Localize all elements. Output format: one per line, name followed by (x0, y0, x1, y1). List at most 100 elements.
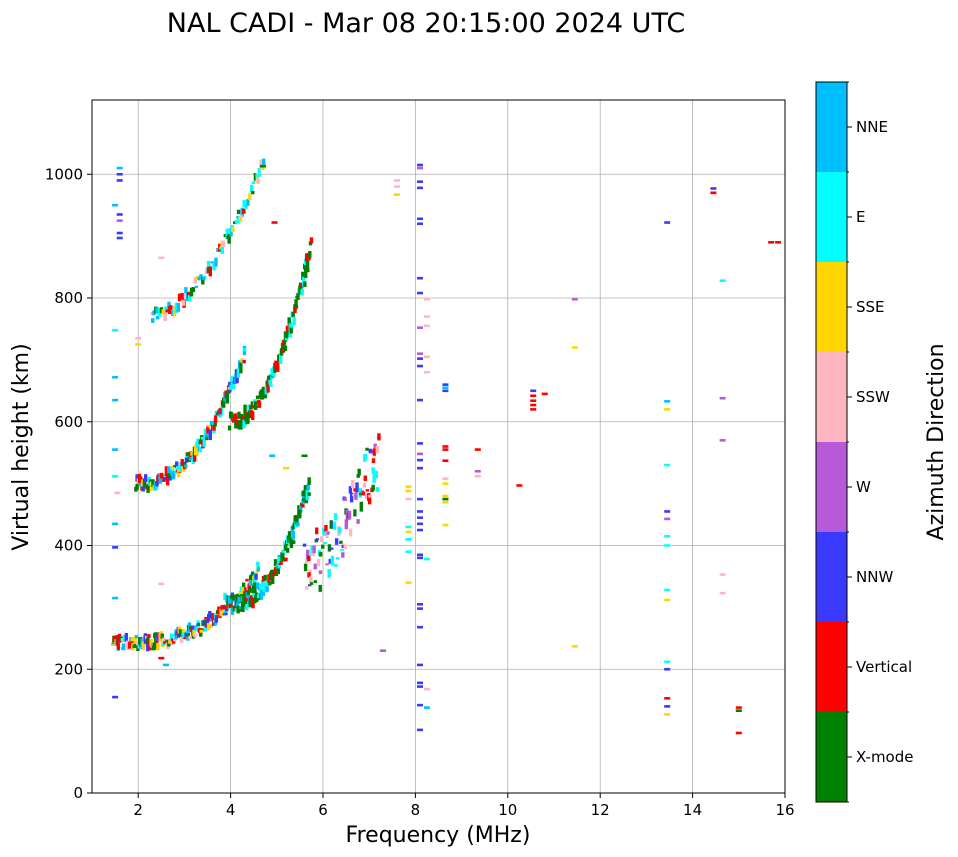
echo-point (284, 333, 289, 339)
echo-point (240, 358, 244, 363)
echo-point (159, 472, 164, 479)
echo-point (327, 569, 331, 578)
echo-point (291, 531, 295, 540)
colorbar-segment (816, 82, 847, 172)
echo-point (242, 591, 247, 600)
echo-point (121, 643, 126, 651)
echo-point (242, 208, 246, 214)
echo-point (276, 565, 281, 575)
echo-point (168, 475, 172, 481)
echo-point (135, 474, 139, 482)
echo-point (151, 479, 155, 488)
echo-point (226, 601, 230, 606)
echo-point (257, 168, 261, 174)
echo-point (286, 536, 291, 544)
x-tick-label: 6 (318, 801, 328, 819)
y-tick-label: 400 (54, 537, 83, 555)
echo-point (202, 436, 206, 447)
echo-point (252, 591, 256, 597)
echo-point (361, 491, 366, 496)
echo-point (243, 596, 247, 603)
echo-point (229, 412, 234, 418)
echo-point (214, 612, 219, 617)
echo-point (163, 477, 167, 481)
echo-point (417, 364, 424, 368)
echo-point (238, 215, 243, 222)
echo-point (249, 184, 254, 193)
echo-point (181, 466, 186, 472)
echo-point (237, 596, 241, 603)
echo-point (116, 219, 123, 222)
echo-point (222, 397, 226, 408)
echo-point (141, 484, 145, 492)
echo-point (294, 514, 298, 519)
echo-point (251, 411, 255, 420)
echo-point (417, 703, 424, 707)
echo-point (116, 179, 123, 182)
echo-point (135, 483, 139, 491)
echo-point (291, 311, 295, 318)
echo-point (299, 502, 304, 506)
echo-point (204, 617, 208, 620)
echo-point (423, 324, 430, 328)
echo-point (161, 643, 166, 646)
echo-point (236, 215, 240, 219)
echo-point (173, 638, 177, 642)
echo-point (363, 454, 367, 462)
echo-point (664, 408, 671, 411)
echo-point (171, 473, 175, 480)
echo-point (281, 552, 285, 561)
x-tick-label: 4 (226, 801, 236, 819)
echo-point (405, 581, 412, 584)
echo-point (304, 258, 308, 266)
echo-point (374, 470, 378, 479)
echo-point (353, 488, 357, 492)
echo-point (530, 394, 537, 398)
echo-point (140, 479, 145, 487)
echo-point (768, 241, 775, 244)
echo-point (301, 271, 305, 281)
echo-point (222, 606, 226, 610)
echo-point (393, 193, 400, 196)
echo-point (213, 621, 218, 626)
echo-point (417, 357, 424, 360)
echo-point (212, 425, 216, 431)
echo-point (214, 257, 218, 267)
echo-point (294, 299, 298, 309)
echo-point (341, 545, 345, 548)
echo-point (202, 277, 206, 280)
echo-point (229, 228, 233, 237)
echo-point (218, 408, 222, 415)
echo-point (292, 522, 296, 527)
echo-point (259, 164, 266, 168)
echo-point (735, 706, 742, 709)
echo-point (257, 400, 262, 408)
echo-point (442, 389, 449, 393)
echo-point (190, 452, 194, 456)
echo-point (254, 405, 259, 408)
echo-point (176, 302, 181, 312)
echo-point (139, 476, 143, 481)
echo-point (281, 348, 286, 353)
echo-point (664, 400, 671, 403)
echo-point (307, 492, 311, 496)
echo-point (205, 433, 209, 437)
echo-point (315, 538, 320, 541)
echo-point (349, 492, 354, 503)
colorbar-category-label: SSE (856, 298, 885, 316)
echo-point (112, 328, 119, 332)
echo-point (244, 587, 248, 591)
echo-point (167, 466, 171, 474)
echo-point (188, 635, 192, 640)
echo-point (341, 552, 345, 558)
echo-point (244, 203, 248, 209)
colorbar-segment (816, 532, 847, 622)
echo-point (318, 584, 322, 592)
echo-point (278, 353, 283, 364)
echo-point (187, 295, 192, 302)
echo-point (133, 635, 138, 644)
echo-point (236, 367, 241, 378)
echo-point (423, 706, 430, 709)
echo-point (267, 574, 271, 583)
echo-point (260, 579, 265, 587)
